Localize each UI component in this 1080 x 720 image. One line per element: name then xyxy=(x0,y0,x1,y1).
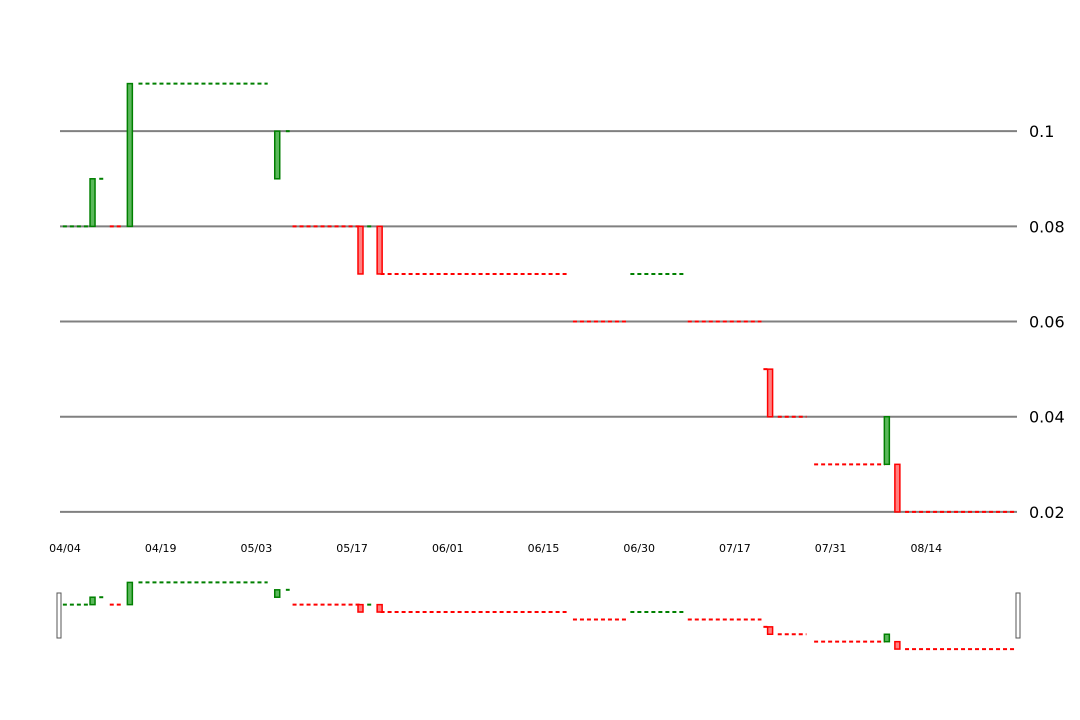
y-tick-label: 0.1 xyxy=(1029,122,1054,141)
x-tick-label: 07/17 xyxy=(719,542,751,555)
navigator-candle xyxy=(126,581,134,606)
grid-lines xyxy=(60,130,1017,513)
x-tick-label: 08/14 xyxy=(910,542,942,555)
y-tick-label: 0.02 xyxy=(1029,503,1065,522)
candle xyxy=(126,82,134,228)
candle xyxy=(89,178,96,228)
x-axis: 04/04 04/19 05/03 05/17 06/01 06/15 06/30 07/17… xyxy=(49,542,942,555)
x-tick-label: 05/17 xyxy=(336,542,368,555)
candle xyxy=(273,130,281,180)
range-navigator[interactable] xyxy=(56,581,1021,651)
x-tick-label: 06/01 xyxy=(432,542,464,555)
y-tick-label: 0.08 xyxy=(1029,217,1065,236)
candle xyxy=(766,368,774,418)
x-tick-label: 04/19 xyxy=(145,542,177,555)
x-tick-label: 04/04 xyxy=(49,542,81,555)
x-tick-label: 07/31 xyxy=(815,542,847,555)
x-tick-label: 06/15 xyxy=(528,542,560,555)
y-axis: 0.02 0.04 0.06 0.08 0.1 xyxy=(1029,122,1065,522)
x-tick-label: 05/03 xyxy=(241,542,273,555)
price-marks xyxy=(62,82,1017,513)
candle xyxy=(894,463,901,513)
candle xyxy=(376,225,383,275)
y-tick-label: 0.04 xyxy=(1029,408,1065,427)
candle xyxy=(357,225,364,275)
navigator-series xyxy=(62,581,1017,651)
x-tick-label: 06/30 xyxy=(623,542,655,555)
navigator-candle xyxy=(273,589,281,598)
navigator-candle xyxy=(766,626,774,636)
navigator-left-handle[interactable] xyxy=(56,592,62,639)
y-tick-label: 0.06 xyxy=(1029,313,1065,332)
navigator-right-handle[interactable] xyxy=(1015,592,1021,639)
navigator-candle xyxy=(376,603,383,613)
candle xyxy=(883,415,891,466)
navigator-candle xyxy=(894,640,901,650)
navigator-candle xyxy=(89,596,96,606)
navigator-candle xyxy=(883,633,891,643)
navigator-candle xyxy=(357,603,364,613)
